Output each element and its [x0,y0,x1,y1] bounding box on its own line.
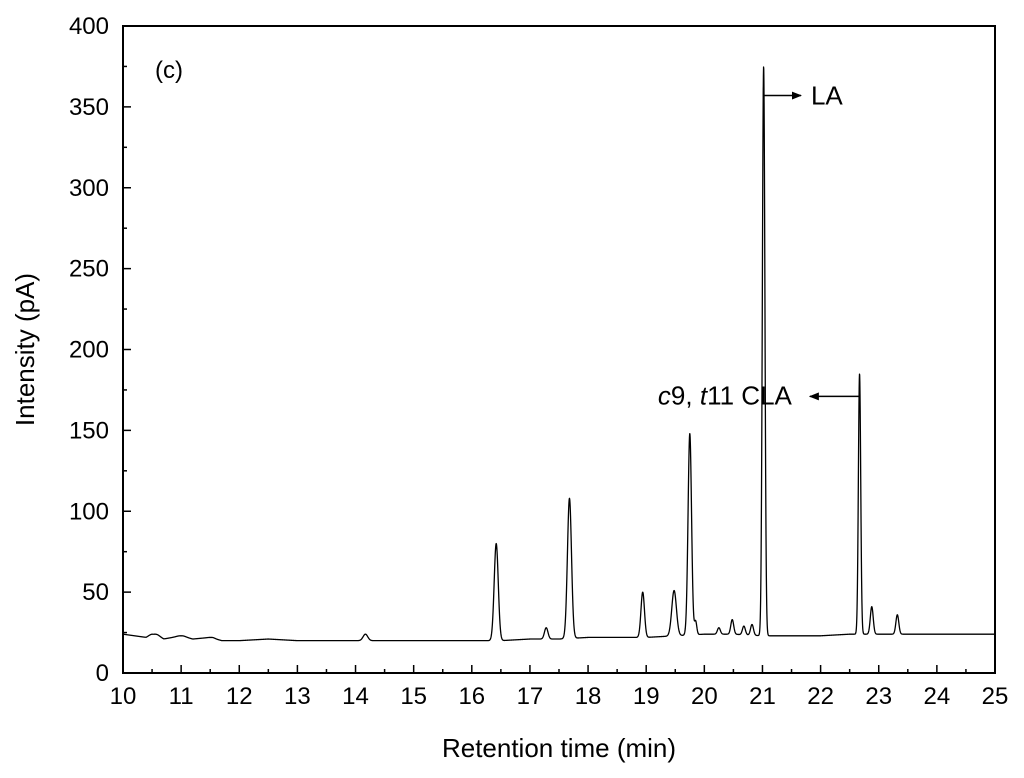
cla-label-italic-c: c [658,380,671,410]
x-axis-label: Retention time (min) [442,733,676,763]
x-tick-label: 18 [575,683,602,710]
y-tick-label: 150 [69,417,109,444]
cla-label-part-1: 9, [671,380,700,410]
chromatogram-trace [122,66,996,642]
x-tick-label: 17 [517,683,544,710]
x-tick-label: 13 [284,683,311,710]
la-label: LA [811,81,843,111]
x-tick-label: 11 [169,683,194,710]
annotation-la: LA [762,81,843,111]
y-tick-label: 100 [69,498,109,525]
x-tick-label: 19 [633,683,660,710]
x-tick-label: 25 [982,683,1009,710]
plot-frame [122,25,996,674]
x-tick-label: 21 [749,683,776,710]
x-tick-label: 23 [865,683,892,710]
x-tick-label: 10 [110,683,137,710]
panel-label: (c) [155,57,183,84]
x-tick-label: 14 [342,683,369,710]
y-axis-label: Intensity (pA) [10,273,40,426]
x-tick-label: 15 [400,683,427,710]
y-tick-label: 300 [69,175,109,202]
cla-label: c9, t11 CLA [658,380,793,410]
la-leader-line [762,87,802,100]
y-tick-label: 50 [82,579,109,606]
cla-label-part-2: 11 CLA [707,380,792,410]
x-tick-label: 16 [458,683,485,710]
annotation-c9-t11-cla: c9, t11 CLA [658,380,861,410]
y-tick-label: 250 [69,256,109,283]
x-tick-label: 22 [807,683,834,710]
y-tick-label: 350 [69,94,109,121]
y-tick-label: 0 [96,660,109,687]
cla-leader-line [808,392,861,403]
x-tick-label: 12 [226,683,253,710]
tick-labels: 10 11 12 13 14 15 16 17 18 19 20 21 22 23 24 2505010015… [69,13,1008,710]
x-tick-label: 24 [924,683,951,710]
cla-label-italic-t: t [700,380,709,410]
x-tick-label: 20 [691,683,718,710]
y-tick-label: 400 [69,13,109,40]
y-tick-label: 200 [69,337,109,364]
axis-ticks [122,25,996,674]
